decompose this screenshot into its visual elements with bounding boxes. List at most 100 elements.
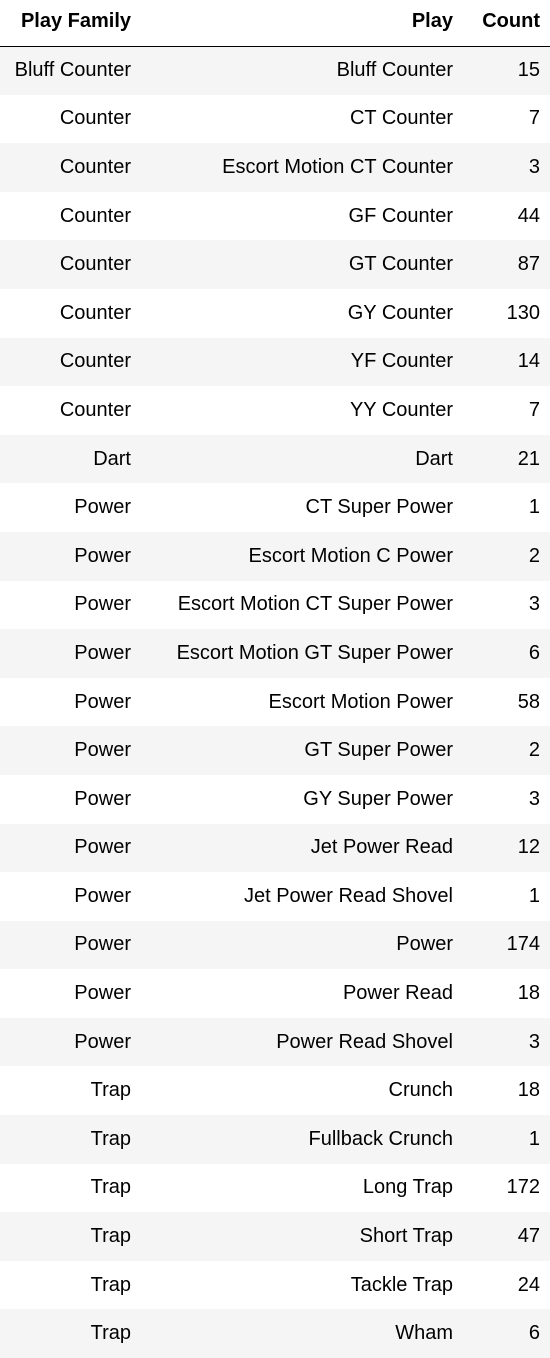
cell-count: 15 (517, 59, 540, 82)
cell-play-family: Power (74, 933, 131, 956)
cell-play: Long Trap (362, 1176, 453, 1199)
cell-play: GY Super Power (303, 787, 453, 810)
cell-play: Power Read Shovel (276, 1030, 453, 1053)
cell-play-family: Counter (59, 204, 131, 227)
table-row: Power GT Super Power 2 (0, 726, 550, 775)
table-row: Power Power Read 18 (0, 969, 550, 1018)
header-play-family: Play Family (0, 0, 139, 47)
cell-play-family: Power (74, 641, 131, 664)
cell-play: Escort Motion C Power (248, 544, 453, 567)
cell-count: 14 (517, 350, 540, 373)
header-play: Play (139, 0, 462, 47)
cell-play-family: Power (74, 496, 131, 519)
table-row: Dart Dart 21 (0, 434, 550, 484)
table-row: Counter GF Counter 44 (0, 191, 550, 241)
cell-count: 3 (528, 155, 540, 178)
cell-count: 7 (528, 398, 540, 421)
cell-play-family: Power (74, 836, 131, 859)
cell-count: 1 (528, 884, 540, 907)
cell-play: Power (396, 933, 453, 956)
cell-play-family: Power (74, 544, 131, 567)
cell-count: 130 (506, 301, 540, 324)
cell-play-family: Counter (59, 301, 131, 324)
cell-count: 24 (517, 1273, 540, 1296)
cell-count: 7 (528, 107, 540, 130)
table-row: Bluff Counter Bluff Counter 15 (0, 46, 550, 95)
cell-play-family: Bluff Counter (14, 59, 131, 82)
table-row: Power Escort Motion GT Super Power 6 (0, 629, 550, 678)
cell-play: Wham (395, 1322, 453, 1345)
cell-count: 2 (528, 739, 540, 762)
cell-play-family: Power (74, 884, 131, 907)
cell-play: Escort Motion Power (268, 690, 453, 713)
table-row: Power Escort Motion Power 58 (0, 677, 550, 727)
cell-play: Escort Motion CT Super Power (177, 593, 453, 616)
table-row: Counter YY Counter 7 (0, 386, 550, 435)
cell-play-family: Trap (90, 1273, 131, 1296)
table-row: Counter CT Counter 7 (0, 94, 550, 144)
cell-play-family: Trap (90, 1127, 131, 1150)
cell-play: Power Read (342, 982, 453, 1005)
cell-play: YY Counter (349, 398, 453, 421)
cell-count: 87 (517, 253, 540, 276)
cell-play-family: Counter (59, 107, 131, 130)
cell-play: Crunch (388, 1079, 453, 1102)
cell-play-family: Counter (59, 253, 131, 276)
table-row: Trap Fullback Crunch 1 (0, 1115, 550, 1164)
table-row: Trap Crunch 18 (0, 1066, 550, 1116)
table-row: Power Power 174 (0, 920, 550, 970)
cell-play: Tackle Trap (350, 1273, 453, 1296)
cell-play: GY Counter (347, 301, 453, 324)
cell-count: 1 (528, 496, 540, 519)
cell-count: 6 (528, 1322, 540, 1345)
cell-count: 3 (528, 787, 540, 810)
table-row: Counter Escort Motion CT Counter 3 (0, 143, 550, 192)
table-body: Bluff Counter Bluff Counter 15 Counter CT Co… (0, 46, 550, 1358)
table-row: Trap Short Trap 47 (0, 1212, 550, 1261)
cell-play: Fullback Crunch (308, 1127, 453, 1150)
table-row: Power Jet Power Read 12 (0, 823, 550, 873)
cell-count: 174 (506, 933, 540, 956)
cell-count: 12 (517, 836, 540, 859)
cell-count: 6 (528, 641, 540, 664)
table-row: Trap Wham 6 (0, 1309, 550, 1358)
cell-play-family: Counter (59, 398, 131, 421)
cell-count: 18 (517, 982, 540, 1005)
cell-play: GT Counter (348, 253, 453, 276)
cell-play-family: Trap (90, 1176, 131, 1199)
cell-play: Bluff Counter (336, 59, 453, 82)
cell-play-family: Trap (90, 1322, 131, 1345)
cell-play: Escort Motion CT Counter (222, 155, 453, 178)
cell-play-family: Power (74, 739, 131, 762)
table-row: Power CT Super Power 1 (0, 483, 550, 532)
table-row: Power Power Read Shovel 3 (0, 1017, 550, 1067)
header-count: Count (462, 0, 550, 47)
cell-play-family: Counter (59, 350, 131, 373)
cell-play-family: Power (74, 593, 131, 616)
cell-play: Jet Power Read Shovel (243, 884, 453, 907)
table-row: Trap Tackle Trap 24 (0, 1260, 550, 1310)
cell-play: Jet Power Read (310, 836, 453, 859)
table-row: Trap Long Trap 172 (0, 1163, 550, 1213)
cell-play-family: Power (74, 787, 131, 810)
table-row: Counter YF Counter 14 (0, 337, 550, 387)
cell-play: YF Counter (350, 350, 453, 373)
cell-count: 3 (528, 593, 540, 616)
table-row: Power Escort Motion C Power 2 (0, 531, 550, 581)
cell-count: 172 (506, 1176, 540, 1199)
cell-play: Dart (415, 447, 453, 470)
cell-play-family: Power (74, 1030, 131, 1053)
cell-play-family: Dart (93, 447, 131, 470)
cell-count: 44 (517, 204, 540, 227)
header-row: Play Family Play Count (0, 0, 550, 47)
cell-count: 18 (517, 1079, 540, 1102)
cell-count: 47 (517, 1225, 540, 1248)
table-row: Counter GY Counter 130 (0, 288, 550, 338)
cell-count: 3 (528, 1030, 540, 1053)
table-row: Power Jet Power Read Shovel 1 (0, 872, 550, 921)
cell-play: CT Super Power (305, 496, 453, 519)
cell-play-family: Trap (90, 1079, 131, 1102)
cell-count: 1 (528, 1127, 540, 1150)
table-row: Counter GT Counter 87 (0, 240, 550, 289)
